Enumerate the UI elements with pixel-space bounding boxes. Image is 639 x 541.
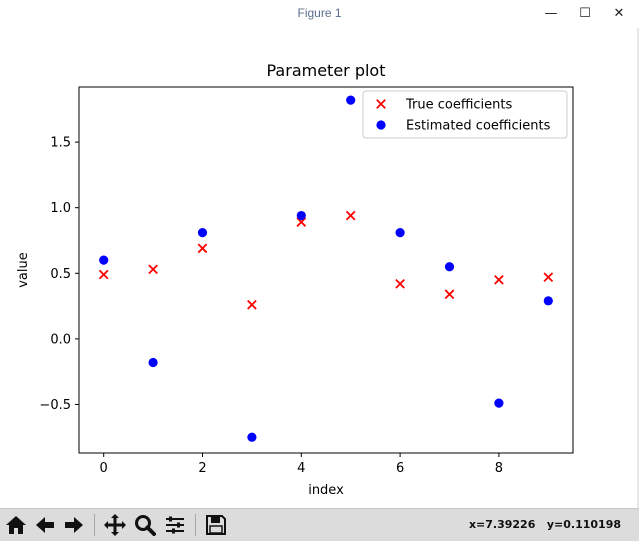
minimize-button[interactable]: — (544, 5, 558, 21)
true-coefficient-point (543, 272, 554, 283)
true-coefficient-point (197, 243, 208, 254)
estimated-coefficient-point (395, 228, 405, 238)
legend-label: Estimated coefficients (406, 119, 551, 134)
forward-arrow-icon[interactable] (61, 512, 87, 538)
y-tick-label: 1.0 (50, 201, 71, 216)
true-coefficient-point (395, 278, 405, 289)
scatter-chart: Parameter plot index value −0.5 0.0 0.5 1.0… (0, 28, 639, 509)
title-bar: Figure 1 — ☐ ✕ (0, 0, 639, 28)
x-tick-label: 6 (396, 461, 404, 476)
y-axis-ticks: −0.5 0.0 0.5 1.0 1.5 (39, 136, 79, 413)
estimated-coefficient-point (444, 262, 455, 272)
true-coefficient-point (98, 269, 109, 280)
legend-box (362, 90, 568, 139)
x-tick-label: 4 (297, 461, 305, 476)
estimated-coefficient-point (197, 228, 208, 238)
y-tick-label: −0.5 (39, 398, 71, 413)
x-tick-label: 8 (495, 461, 503, 476)
legend-label: True coefficients (405, 98, 513, 113)
estimated-coefficient-point (148, 357, 158, 368)
window-title: Figure 1 (297, 6, 342, 20)
legend: True coefficients Estimated coefficients (362, 90, 568, 139)
true-coefficient-point (444, 289, 455, 300)
cursor-coordinates: x=7.39226 y=0.110198 (468, 518, 621, 531)
true-coefficients-series (98, 210, 554, 310)
data-points (98, 95, 554, 442)
configure-subplots-icon[interactable] (162, 512, 188, 538)
legend-marker (376, 120, 386, 130)
x-tick-label: 2 (198, 461, 206, 476)
estimated-coefficient-point (296, 210, 306, 221)
estimated-coefficients-series (99, 95, 553, 442)
window-edge (637, 28, 639, 508)
x-axis-ticks: 0 2 4 6 8 (100, 453, 503, 476)
estimated-coefficient-point (494, 398, 504, 408)
estimated-coefficient-point (247, 432, 257, 442)
x-tick-label: 0 (100, 461, 108, 476)
x-axis-label: index (308, 483, 344, 498)
toolbar-separator (195, 514, 196, 536)
close-button[interactable]: ✕ (613, 5, 625, 21)
y-axis-label: value (16, 252, 31, 288)
save-icon[interactable] (203, 512, 229, 538)
legend-marker (376, 99, 386, 109)
figure-canvas[interactable]: Parameter plot index value −0.5 0.0 0.5 1.0… (0, 28, 639, 509)
true-coefficient-point (296, 217, 307, 227)
chart-title: Parameter plot (267, 61, 386, 80)
zoom-icon[interactable] (132, 512, 158, 538)
navigation-toolbar: x=7.39226 y=0.110198 (0, 508, 639, 541)
pan-icon[interactable] (102, 512, 128, 538)
estimated-coefficient-point (346, 95, 356, 105)
y-tick-label: 0.0 (50, 332, 71, 347)
home-icon[interactable] (3, 512, 29, 538)
back-arrow-icon[interactable] (32, 512, 58, 538)
true-coefficient-point (148, 264, 158, 275)
true-coefficient-point (345, 210, 356, 221)
y-tick-label: 0.5 (50, 267, 71, 282)
true-coefficient-point (247, 299, 257, 310)
estimated-coefficient-point (99, 255, 109, 265)
axes-frame (78, 86, 574, 454)
y-tick-label: 1.5 (50, 136, 71, 151)
maximize-button[interactable]: ☐ (579, 5, 591, 21)
true-coefficient-point (494, 275, 504, 285)
estimated-coefficient-point (543, 296, 553, 306)
toolbar-separator (94, 514, 95, 536)
